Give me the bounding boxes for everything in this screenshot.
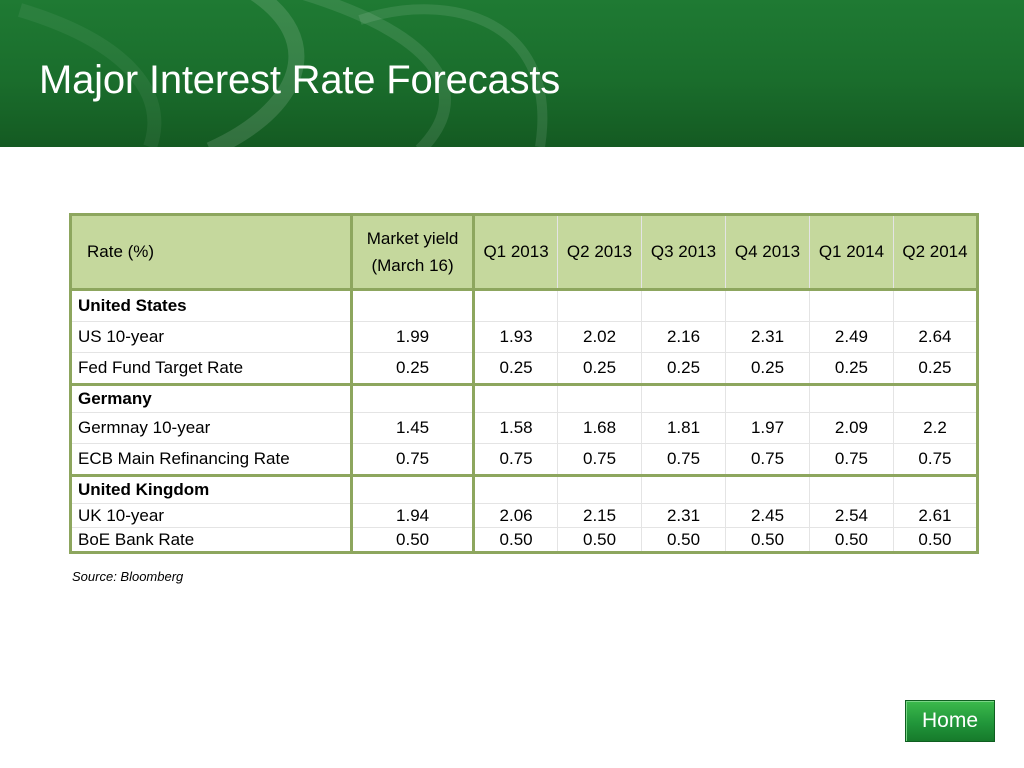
forecast-cell: 0.75 [641,443,726,476]
forecast-cell: 0.50 [641,527,726,554]
interest-rate-table: Rate (%) Market yield (March 16) Q1 2013… [68,213,980,554]
source-note: Source: Bloomberg [72,569,184,584]
header-market-yield-line1: Market yield [366,229,459,248]
forecast-cell: 1.97 [725,412,810,444]
market-yield-cell: 1.94 [350,503,475,528]
market-yield-cell: 0.25 [350,352,475,385]
header-quarter: Q2 2013 [557,213,643,291]
forecast-cell: 1.81 [641,412,726,444]
forecast-cell: 0.25 [557,352,643,385]
row-label: UK 10-year [68,503,353,528]
forecast-cell: 2.15 [557,503,643,528]
forecast-cell: 0.50 [725,527,810,554]
table-row: UK 10-year 1.94 2.06 2.15 2.31 2.45 2.54… [68,503,980,528]
row-label: Fed Fund Target Rate [68,352,353,385]
header-market-yield: Market yield (March 16) [350,213,475,291]
market-yield-cell: 1.45 [350,412,475,444]
header-quarter: Q2 2014 [892,213,980,291]
forecast-cell: 0.25 [725,352,810,385]
row-label: BoE Bank Rate [68,527,353,554]
forecast-cell: 0.75 [808,443,894,476]
forecast-cell: 2.31 [641,503,726,528]
market-yield-cell: 1.99 [350,321,475,353]
forecast-cell: 2.2 [892,412,980,444]
page-title: Major Interest Rate Forecasts [39,58,561,102]
forecast-cell: 1.93 [472,321,559,353]
forecast-cell: 2.61 [892,503,980,528]
forecast-cell: 0.75 [472,443,559,476]
row-label: ECB Main Refinancing Rate [68,443,353,476]
section-row: United Kingdom [68,474,980,504]
forecast-cell: 0.75 [725,443,810,476]
section-name: United States [68,289,353,322]
forecast-cell: 1.58 [472,412,559,444]
banner-swirl-decoration [17,0,548,147]
table-row: ECB Main Refinancing Rate 0.75 0.75 0.75… [68,443,980,476]
section-row: United States [68,289,980,322]
forecast-cell: 2.45 [725,503,810,528]
header-quarter: Q1 2014 [808,213,894,291]
forecast-cell: 0.50 [808,527,894,554]
table-row: BoE Bank Rate 0.50 0.50 0.50 0.50 0.50 0… [68,527,980,554]
table-row: Fed Fund Target Rate 0.25 0.25 0.25 0.25… [68,352,980,385]
forecast-cell: 0.25 [808,352,894,385]
forecast-cell: 0.75 [557,443,643,476]
forecast-cell: 2.09 [808,412,894,444]
forecast-cell: 0.25 [641,352,726,385]
section-name: Germany [68,383,353,413]
forecast-cell: 2.54 [808,503,894,528]
forecast-cell: 0.50 [892,527,980,554]
header-quarter: Q3 2013 [641,213,726,291]
forecast-cell: 1.68 [557,412,643,444]
forecast-cell: 2.02 [557,321,643,353]
table-header-row: Rate (%) Market yield (March 16) Q1 2013… [68,213,980,291]
header-market-yield-line2: (March 16) [371,256,454,275]
table-row: US 10-year 1.99 1.93 2.02 2.16 2.31 2.49… [68,321,980,353]
table-row: Germnay 10-year 1.45 1.58 1.68 1.81 1.97… [68,412,980,444]
market-yield-cell: 0.75 [350,443,475,476]
section-name: United Kingdom [68,474,353,504]
header-quarter: Q1 2013 [472,213,559,291]
section-row: Germany [68,383,980,413]
row-label: US 10-year [68,321,353,353]
header-rate: Rate (%) [68,213,353,291]
forecast-cell: 0.75 [892,443,980,476]
row-label: Germnay 10-year [68,412,353,444]
forecast-cell: 2.64 [892,321,980,353]
market-yield-cell: 0.50 [350,527,475,554]
forecast-cell: 0.50 [472,527,559,554]
forecast-cell: 2.49 [808,321,894,353]
forecast-cell: 2.16 [641,321,726,353]
forecast-cell: 0.25 [892,352,980,385]
header-quarter: Q4 2013 [725,213,810,291]
forecast-cell: 2.31 [725,321,810,353]
forecast-cell: 0.25 [472,352,559,385]
home-button[interactable]: Home [905,700,995,742]
forecast-cell: 0.50 [557,527,643,554]
forecast-cell: 2.06 [472,503,559,528]
title-banner: Major Interest Rate Forecasts [0,0,1024,147]
